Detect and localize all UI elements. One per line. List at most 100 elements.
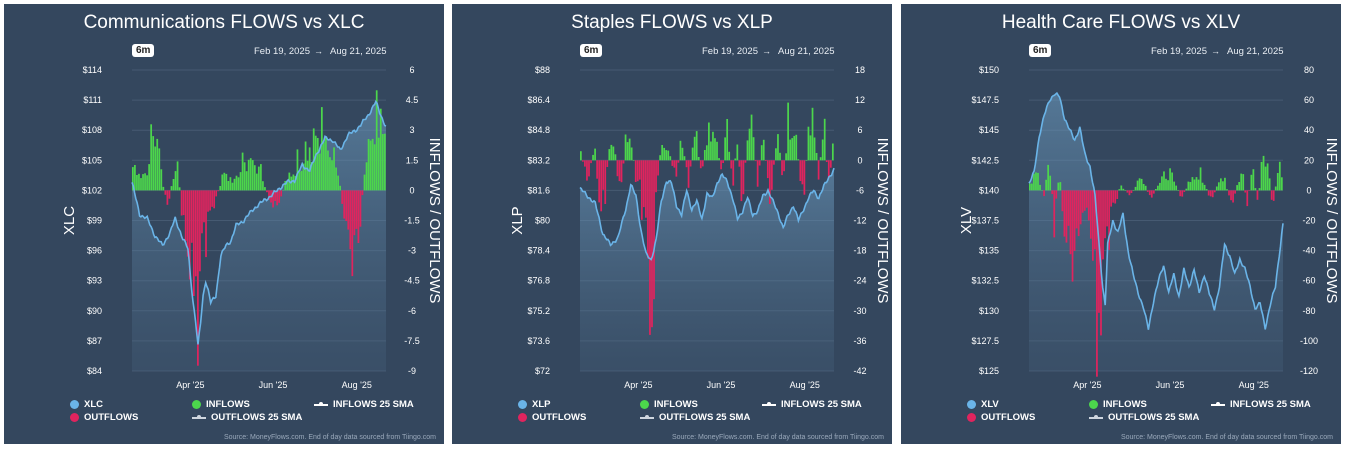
legend-inflows-label: INFLOWS <box>206 399 250 410</box>
inflow-bar <box>138 173 140 191</box>
legend-item-outflows-sma[interactable]: OUTFLOWS 25 SMA <box>1089 412 1199 423</box>
outflow-bar <box>1055 190 1058 199</box>
outflow-bar <box>1211 190 1214 198</box>
y-tick-label-left: $73.6 <box>527 336 550 346</box>
line-marker-icon <box>640 414 654 419</box>
legend-item-outflows[interactable]: OUTFLOWS <box>967 412 1035 423</box>
inflow-bar <box>304 141 307 191</box>
outflow-bar <box>766 160 769 179</box>
date-from[interactable]: Feb 19, 2025 <box>1151 46 1207 57</box>
inflow-bar <box>176 161 179 191</box>
inflow-bar <box>1195 177 1198 191</box>
inflow-bar <box>1157 185 1159 191</box>
outflow-bar <box>341 190 344 204</box>
outflow-bar <box>1094 190 1096 250</box>
inflow-bar <box>1220 178 1222 191</box>
inflow-bar <box>148 164 150 191</box>
inflow-bar <box>1240 173 1243 191</box>
outflow-bar <box>359 190 362 227</box>
date-to[interactable]: Aug 21, 2025 <box>1227 46 1284 57</box>
inflow-bar <box>379 108 382 191</box>
inflow-bar <box>1035 172 1037 191</box>
legend-item-price[interactable]: XLC <box>70 399 103 410</box>
date-to[interactable]: Aug 21, 2025 <box>778 46 835 57</box>
line-marker-icon <box>314 401 328 406</box>
outflow-bar <box>590 160 592 164</box>
legend-item-inflows[interactable]: INFLOWS <box>1089 399 1147 410</box>
y-tick-label-left: $83.2 <box>527 155 550 165</box>
inflow-bar <box>247 159 250 191</box>
inflow-bar <box>1142 184 1145 191</box>
outflow-bar <box>353 190 356 236</box>
inflow-bar <box>775 148 777 161</box>
outflow-bar <box>266 190 268 193</box>
y-tick-label-right: -4.5 <box>404 276 420 286</box>
inflow-bar <box>683 156 686 161</box>
inflow-bar <box>1167 180 1169 191</box>
legend: XLC INFLOWS INFLOWS 25 SMA OUTFLOWS OUTF… <box>70 399 430 427</box>
date-from[interactable]: Feb 19, 2025 <box>254 46 310 57</box>
legend-item-inflows-sma[interactable]: INFLOWS 25 SMA <box>314 399 414 410</box>
inflow-bar <box>264 187 266 191</box>
range-selector-button[interactable]: 6m <box>1029 44 1052 57</box>
legend-item-inflows[interactable]: INFLOWS <box>192 399 250 410</box>
inflow-bar <box>1031 183 1033 191</box>
outflow-bar <box>675 160 678 177</box>
inflow-bar <box>1224 177 1226 191</box>
outflow-bar <box>1069 190 1072 255</box>
legend-item-inflows-sma[interactable]: INFLOWS 25 SMA <box>1211 399 1311 410</box>
range-selector-button[interactable]: 6m <box>580 44 603 57</box>
date-from[interactable]: Feb 19, 2025 <box>702 46 758 57</box>
inflow-bar <box>789 139 792 161</box>
inflow-bar <box>369 140 372 191</box>
inflow-bar <box>239 172 242 191</box>
flows-chart-xlv: $150 80 $147.5 60 $145 40 $142.5 20 $140 0 $137.5 -… <box>958 65 1340 390</box>
inflow-bar <box>262 181 264 191</box>
inflow-bar <box>1138 178 1141 191</box>
inflow-bar <box>797 159 800 161</box>
date-to[interactable]: Aug 21, 2025 <box>330 46 387 57</box>
y-tick-label-left: $81.6 <box>527 185 550 195</box>
inflow-bar <box>381 134 384 191</box>
outflow-bar <box>732 160 735 186</box>
inflow-bar <box>667 150 670 161</box>
inflow-bar <box>703 150 706 161</box>
y-tick-label-left: $99 <box>87 216 102 226</box>
legend-item-outflows-sma[interactable]: OUTFLOWS 25 SMA <box>192 412 302 423</box>
legend: XLP INFLOWS INFLOWS 25 SMA OUTFLOWS OUTF… <box>518 399 878 427</box>
outflow-bar <box>642 160 645 208</box>
inflow-bar <box>1258 188 1261 191</box>
outflow-bar <box>677 160 680 163</box>
outflow-bar <box>638 160 641 180</box>
inflow-bar <box>1163 171 1165 191</box>
y-tick-label-right: 40 <box>1304 125 1314 135</box>
inflow-bar <box>314 135 317 191</box>
y-tick-label-left: $147.5 <box>971 95 999 105</box>
y-tick-label-right: 3 <box>409 125 414 135</box>
legend-item-price[interactable]: XLP <box>518 399 550 410</box>
range-selector-button[interactable]: 6m <box>132 44 155 57</box>
inflow-bar <box>691 147 694 161</box>
y-tick-label-left: $80 <box>535 216 550 226</box>
inflow-bar <box>714 138 716 161</box>
legend-item-inflows[interactable]: INFLOWS <box>640 399 698 410</box>
inflow-bar <box>746 140 749 161</box>
outflow-bar <box>1207 190 1210 196</box>
inflow-bar <box>1144 185 1147 191</box>
inflow-bar <box>661 145 664 161</box>
legend-item-outflows[interactable]: OUTFLOWS <box>70 412 138 423</box>
outflow-bar <box>355 190 358 229</box>
inflow-bar <box>785 153 787 161</box>
outflow-bar <box>209 190 211 211</box>
outflow-bar <box>1071 190 1074 282</box>
inflow-bar <box>335 167 337 191</box>
legend-item-price[interactable]: XLV <box>967 399 999 410</box>
inflow-bar <box>229 177 232 191</box>
outflow-bar <box>1209 190 1212 197</box>
legend-item-outflows-sma[interactable]: OUTFLOWS 25 SMA <box>640 412 750 423</box>
legend-item-outflows[interactable]: OUTFLOWS <box>518 412 586 423</box>
outflow-bar <box>744 160 747 163</box>
legend-item-inflows-sma[interactable]: INFLOWS 25 SMA <box>762 399 862 410</box>
inflow-bar <box>665 150 668 161</box>
outflow-bar <box>799 160 802 181</box>
